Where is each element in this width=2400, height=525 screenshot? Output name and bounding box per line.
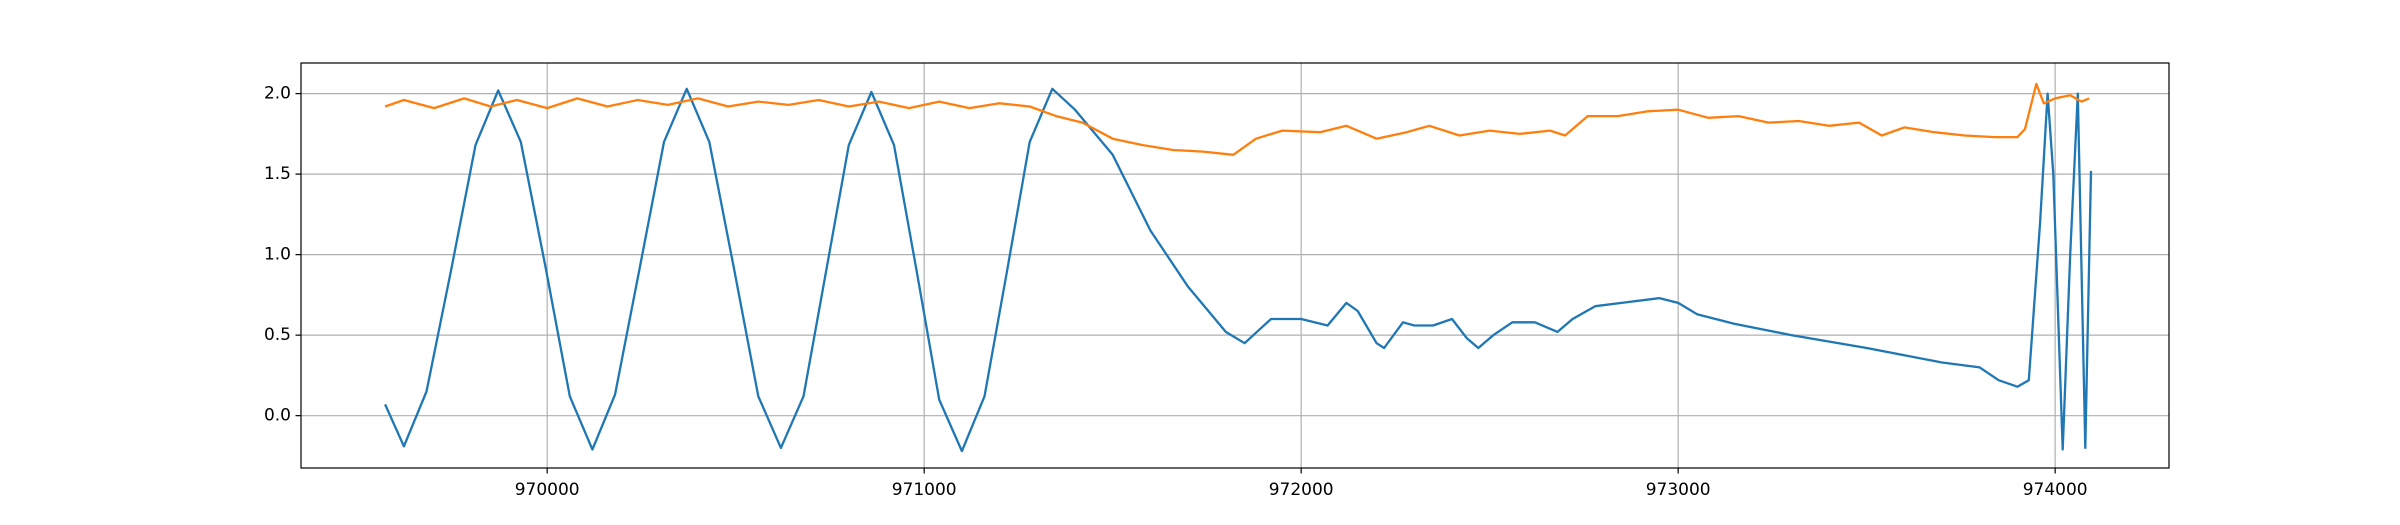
x-tick-label: 970000: [515, 480, 580, 500]
line-series: [384, 82, 2090, 156]
x-tick-label: 973000: [1646, 480, 1711, 500]
y-tick-label: 1.0: [264, 245, 291, 265]
x-tick-label: 972000: [1269, 480, 1334, 500]
y-tick-label: 0.5: [264, 325, 291, 345]
line-series: [384, 87, 2093, 453]
x-tick-label: 971000: [892, 480, 957, 500]
y-tick-label: 1.5: [264, 164, 291, 184]
y-tick-label: 2.0: [264, 84, 291, 104]
y-tick-label: 0.0: [264, 406, 291, 426]
x-tick-label: 974000: [2023, 480, 2088, 500]
plot-frame: [300, 62, 2170, 469]
